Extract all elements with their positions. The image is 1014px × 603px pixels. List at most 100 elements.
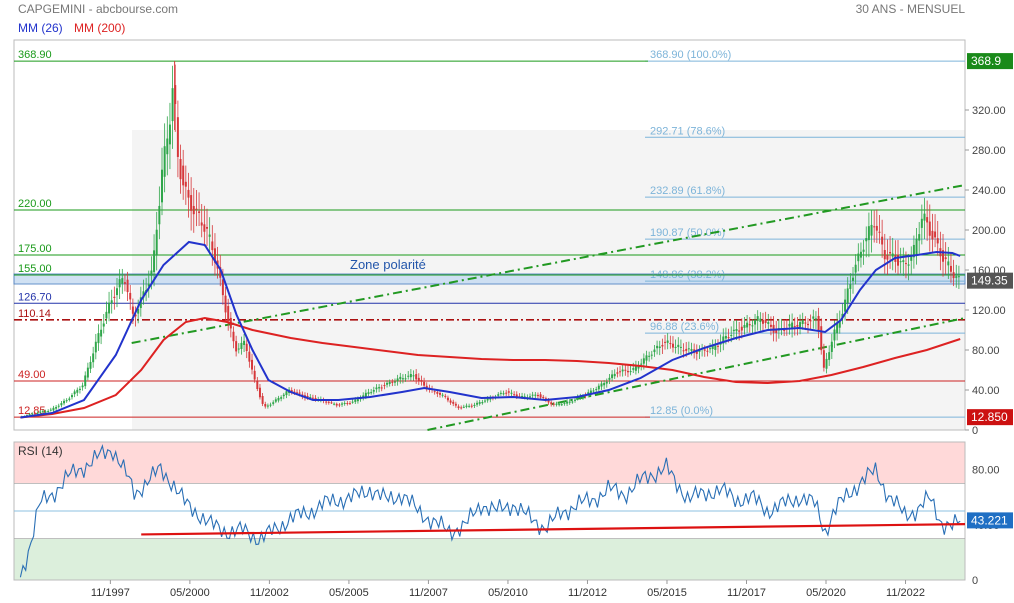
x-tick-label: 11/2012 [568, 587, 607, 599]
candle-body [825, 358, 828, 369]
candle-body [613, 373, 616, 377]
candle-body [788, 323, 791, 327]
candle-body [102, 323, 105, 327]
candle-body [401, 378, 404, 380]
candle-body [852, 277, 854, 281]
candle-body [182, 165, 185, 186]
candle-body [955, 276, 958, 278]
candle-body [380, 387, 383, 389]
candle-body [611, 374, 614, 379]
level-label-1: 220.00 [18, 198, 52, 210]
candle-body [653, 349, 656, 353]
candle-body [57, 405, 60, 407]
candle-body [915, 238, 918, 256]
candle-body [505, 392, 508, 394]
x-tick-label: 11/2007 [409, 587, 448, 599]
candle-body [436, 391, 439, 394]
candle-body [740, 326, 743, 331]
price-tag-bg-1 [967, 272, 1013, 289]
candle-body [640, 363, 643, 365]
candle-body [920, 218, 923, 228]
candle-body [685, 348, 688, 351]
candle-body [203, 224, 206, 232]
candle-body [597, 385, 600, 390]
candle-body [76, 389, 79, 393]
candle-body [539, 394, 542, 398]
candle-body [476, 402, 479, 405]
candle-body [121, 278, 124, 284]
candle-body [759, 318, 762, 322]
candle-body [118, 279, 121, 288]
candle-body [237, 348, 240, 350]
candle-body [883, 250, 886, 260]
candle-body [507, 391, 510, 393]
candle-body [221, 279, 224, 296]
candle-body [142, 291, 145, 298]
candle-body [838, 320, 841, 328]
x-tick-label: 05/2000 [170, 587, 210, 599]
candle-body [327, 401, 330, 403]
candle-body [393, 381, 396, 383]
candle-body [351, 401, 354, 403]
candle-body [454, 403, 457, 406]
candle-body [100, 329, 103, 337]
candle-body [163, 146, 166, 177]
candle-body [746, 322, 749, 328]
candle-body [420, 379, 423, 382]
candle-body [822, 350, 825, 368]
ma200-line [20, 316, 961, 419]
candle-body [650, 354, 653, 356]
candle-body [161, 169, 163, 203]
candle-body [891, 253, 894, 257]
candle-body [110, 300, 113, 304]
price-chart: Zone polarité 368.90 (100.0%) 292.71 (78.6… [13, 39, 1013, 437]
price-plot-frame [13, 39, 966, 431]
candle-body [423, 381, 426, 386]
candle-body [378, 387, 381, 389]
candle-body [28, 413, 31, 415]
candle-body [534, 394, 537, 396]
candle-body [166, 138, 169, 155]
fibonacci-label-1: 292.71 (78.6%) [650, 125, 725, 137]
candle-body [396, 378, 399, 382]
candle-body [338, 404, 341, 406]
candle-body [574, 399, 577, 401]
candle-body [801, 319, 804, 324]
candle-body [409, 374, 412, 378]
candle-body [470, 405, 473, 407]
candle-body [865, 238, 868, 242]
candle-body [97, 333, 100, 344]
candle-body [576, 397, 579, 399]
candle-body [626, 370, 629, 373]
candle-body [89, 361, 92, 369]
candle-body [335, 403, 338, 406]
candle-body [407, 375, 410, 377]
candle-body [457, 406, 460, 409]
candle-body [486, 398, 489, 401]
candle-body [391, 381, 394, 383]
candle-body [73, 391, 76, 395]
candle-body [833, 329, 836, 341]
candle-body [94, 341, 97, 353]
candle-body [849, 284, 852, 289]
candle-body [68, 398, 71, 400]
level-label-2: 175.00 [18, 243, 52, 255]
candle-body [116, 288, 118, 296]
candle-body [502, 393, 505, 395]
candle-body [499, 392, 502, 394]
candle-body [131, 306, 134, 314]
candle-body [735, 328, 738, 332]
candle-body [253, 370, 256, 380]
candle-body [36, 412, 39, 414]
level-label-4: 126.70 [18, 291, 52, 303]
candle-body [449, 400, 452, 403]
candle-body [738, 330, 741, 332]
candle-body [314, 397, 317, 400]
candle-body [727, 337, 730, 339]
candle-body [513, 394, 516, 396]
candle-body [86, 367, 89, 378]
candle-body [724, 336, 727, 339]
candle-body [404, 378, 407, 380]
candle-body [552, 403, 555, 405]
candle-body [544, 398, 547, 400]
